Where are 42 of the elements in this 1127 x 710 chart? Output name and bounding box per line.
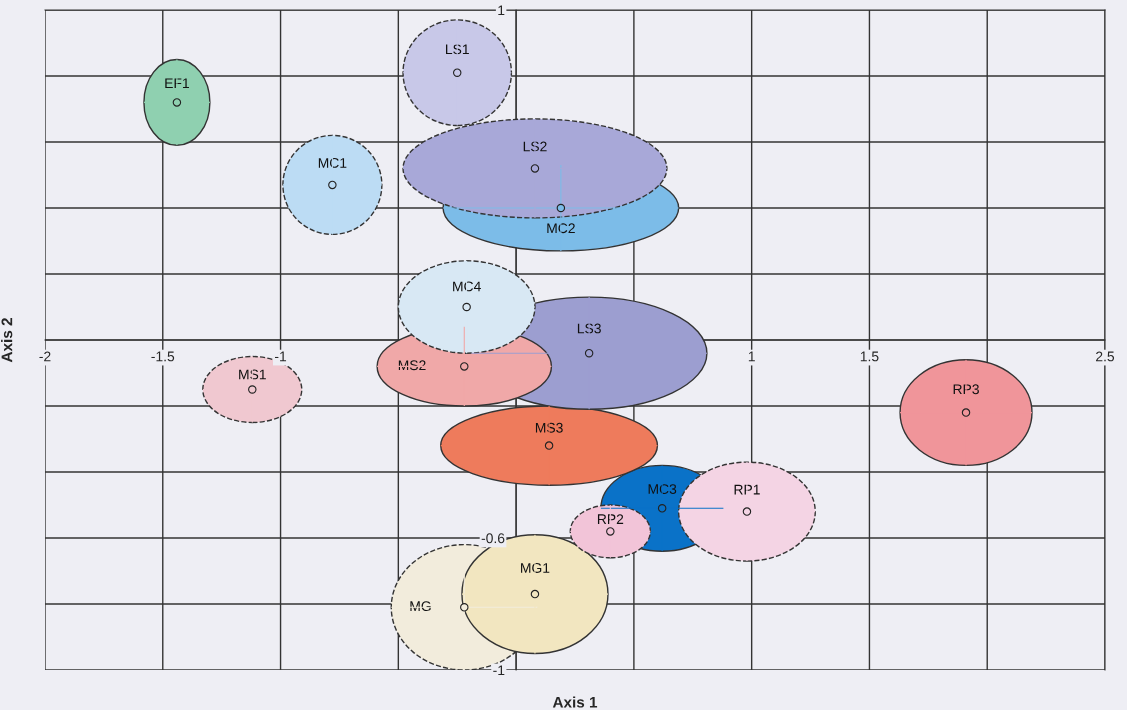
point	[606, 527, 615, 536]
point	[460, 603, 469, 612]
x-tick-label: 1	[748, 351, 755, 362]
point	[460, 362, 469, 371]
x-tick-label: -2	[39, 351, 51, 362]
series-label: MC1	[318, 158, 347, 168]
point	[172, 98, 182, 107]
y-tick-label: -0.6	[481, 533, 505, 544]
series-label: MC3	[648, 484, 677, 495]
series-label: LS3	[577, 323, 601, 334]
point	[282, 134, 383, 236]
point	[544, 441, 554, 450]
series-label: RP2	[597, 514, 624, 524]
y-axis-title: Axis 2	[1, 318, 13, 363]
series-label: MS1	[239, 369, 266, 380]
point	[530, 164, 540, 173]
x-tick-label: 1.5	[860, 351, 879, 362]
series-label: LS1	[446, 44, 469, 55]
point	[248, 385, 257, 394]
series-label: MG1	[521, 563, 550, 573]
x-axis-title: Axis 1	[552, 696, 598, 708]
point	[961, 408, 971, 417]
point	[530, 589, 540, 599]
point	[657, 504, 667, 513]
x-tick-label: -1	[275, 351, 287, 362]
point	[556, 203, 566, 213]
series-label: RP3	[953, 384, 979, 395]
point	[584, 348, 594, 358]
text: MG	[410, 601, 431, 612]
point	[742, 507, 752, 516]
y-tick-label: 1	[498, 5, 505, 16]
x-tick-label: 2.5	[1096, 351, 1115, 362]
series-label: MS3	[535, 422, 563, 433]
y-tick-label: -1	[493, 665, 505, 676]
series-label: MC2	[547, 223, 575, 234]
point	[402, 19, 513, 127]
series-label: MC4	[453, 281, 481, 292]
series-label: RP1	[734, 484, 760, 495]
point	[462, 302, 471, 312]
x-tick-label: -1.5	[151, 351, 175, 362]
series-label: LS2	[523, 141, 547, 152]
series-label: EF1	[165, 78, 189, 88]
